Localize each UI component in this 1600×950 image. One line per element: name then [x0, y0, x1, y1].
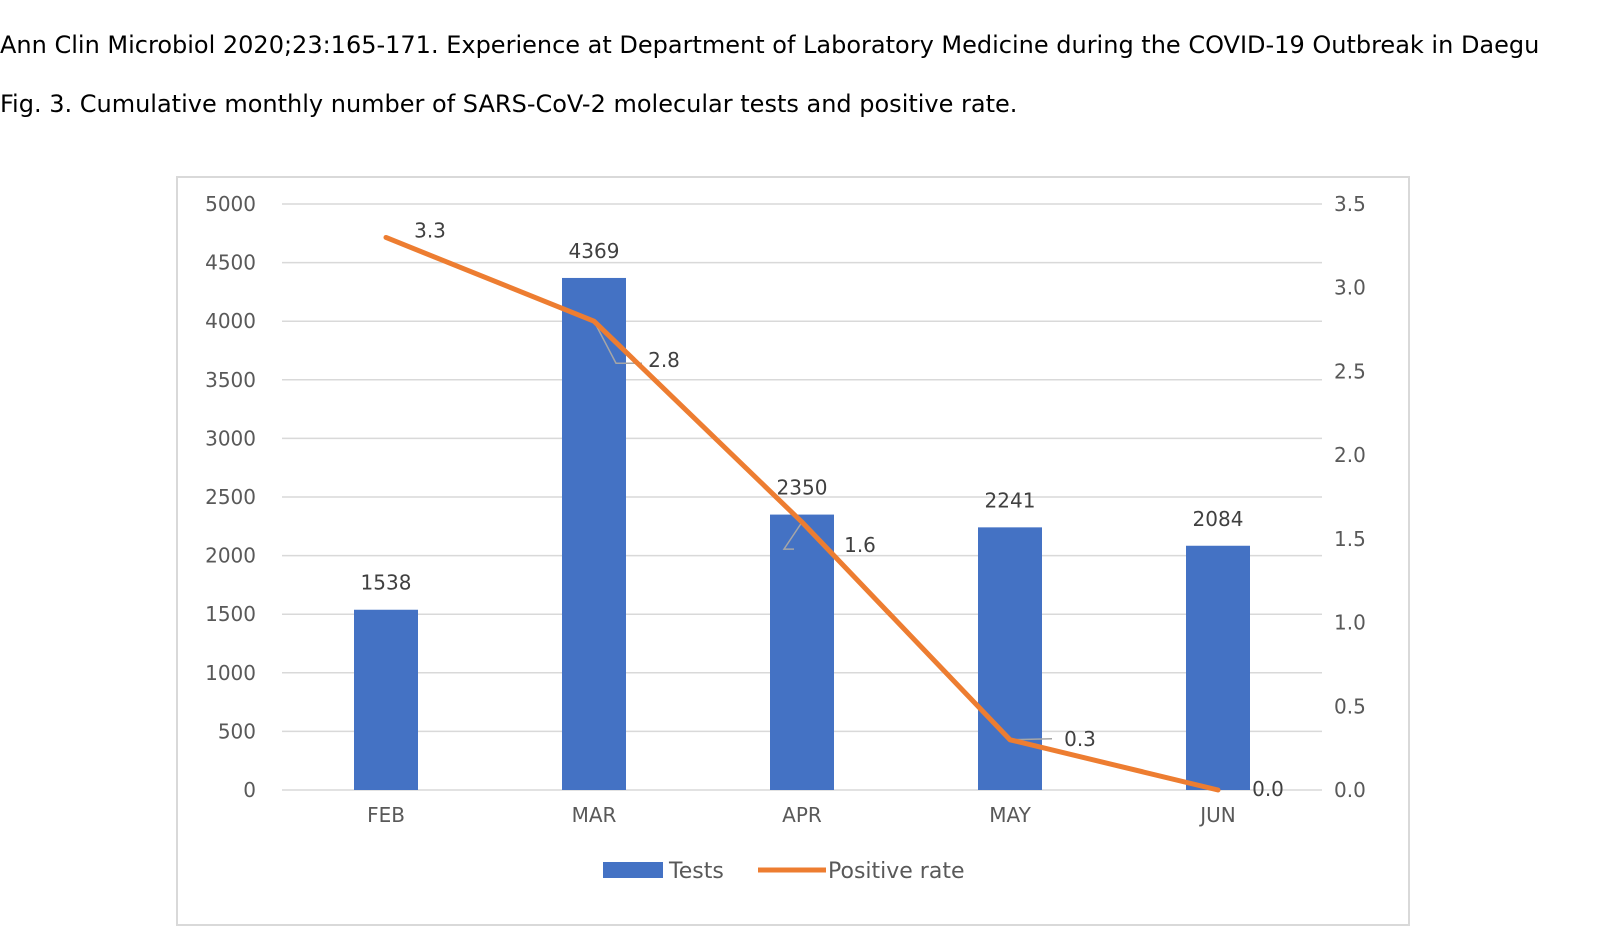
left-axis-tick-label: 4000: [205, 309, 256, 333]
tests-data-label: 2084: [1193, 507, 1244, 531]
data-label-leader: [782, 521, 803, 550]
legend-label-positive-rate: Positive rate: [828, 859, 965, 884]
chart-frame: 0 500 1000 1500 2000 2500 3000 3500 4000 4500 5000…: [176, 176, 1410, 926]
left-axis-tick-label: 2500: [205, 485, 256, 509]
tests-bar: [978, 527, 1042, 790]
tests-bar: [354, 609, 418, 790]
right-axis-tick-label: 1.5: [1334, 527, 1366, 551]
left-axis-tick-label: 3500: [205, 368, 256, 392]
tests-bar: [770, 514, 834, 790]
positive-rate-data-label: 0.0: [1252, 777, 1284, 801]
right-axis-tick-label: 0.0: [1334, 778, 1366, 802]
left-axis: 0 500 1000 1500 2000 2500 3000 3500 4000 4500 5000: [205, 192, 256, 802]
positive-rate-line: [383, 234, 1221, 793]
left-axis-tick-label: 1500: [205, 602, 256, 626]
left-axis-tick-label: 1000: [205, 661, 256, 685]
tests-data-label: 2350: [777, 476, 828, 500]
data-label-leader: [593, 320, 642, 364]
positive-rate-series-line: [383, 234, 1221, 793]
tests-data-label: 4369: [569, 239, 620, 263]
x-axis-category-label: APR: [782, 803, 822, 827]
right-axis: 0.0 0.5 1.0 1.5 2.0 2.5 3.0 3.5: [1334, 192, 1366, 802]
right-axis-tick-label: 1.0: [1334, 611, 1366, 635]
left-axis-tick-label: 4500: [205, 251, 256, 275]
positive-rate-data-label: 3.3: [414, 218, 446, 242]
combo-chart: 0 500 1000 1500 2000 2500 3000 3500 4000 4500 5000…: [205, 192, 1366, 884]
positive-rate-data-labels: 3.3 2.8 1.6 0.3 0.0: [414, 218, 1284, 801]
tests-data-labels: 1538 4369 2350 2241 2084: [361, 239, 1244, 595]
right-axis-tick-label: 2.0: [1334, 443, 1366, 467]
tests-data-label: 1538: [361, 571, 412, 595]
left-axis-tick-label: 5000: [205, 192, 256, 216]
citation-text: Ann Clin Microbiol 2020;23:165-171. Expe…: [0, 31, 1540, 59]
tests-bar: [1186, 545, 1250, 790]
positive-rate-data-label: 0.3: [1064, 727, 1096, 751]
right-axis-tick-label: 3.5: [1334, 192, 1366, 216]
tests-data-label: 2241: [985, 488, 1036, 512]
left-axis-tick-label: 3000: [205, 426, 256, 450]
right-axis-tick-label: 2.5: [1334, 359, 1366, 383]
legend-swatch-tests: [603, 862, 663, 878]
figure-title: Fig. 3. Cumulative monthly number of SAR…: [0, 90, 1018, 118]
positive-rate-data-label: 1.6: [844, 533, 876, 557]
x-axis-category-label: JUN: [1198, 803, 1236, 827]
legend-label-tests: Tests: [668, 859, 724, 884]
right-axis-tick-label: 3.0: [1334, 276, 1366, 300]
x-axis-category-label: MAR: [572, 803, 617, 827]
x-axis-category-label: MAY: [989, 803, 1031, 827]
positive-rate-data-label: 2.8: [648, 348, 680, 372]
left-axis-tick-label: 2000: [205, 544, 256, 568]
x-axis: FEB MAR APR MAY JUN: [367, 803, 1236, 827]
right-axis-tick-label: 0.5: [1334, 694, 1366, 718]
tests-bar: [562, 277, 626, 790]
legend: Tests Positive rate: [603, 859, 965, 884]
left-axis-tick-label: 500: [218, 719, 256, 743]
x-axis-category-label: FEB: [367, 803, 405, 827]
left-axis-tick-label: 0: [243, 778, 256, 802]
tests-bars: [354, 277, 1250, 790]
